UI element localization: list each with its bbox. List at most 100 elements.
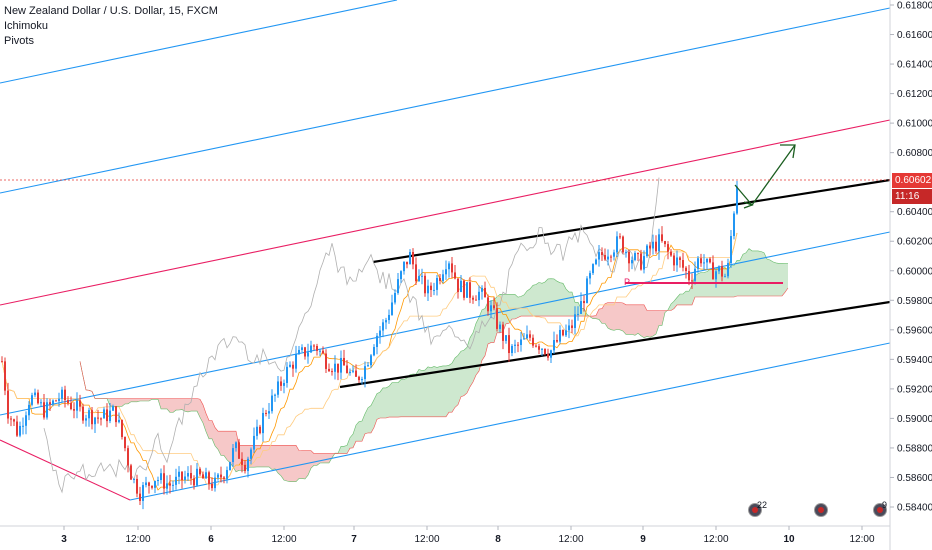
candle-body xyxy=(382,322,384,331)
candle-body xyxy=(436,278,438,290)
candle-body xyxy=(514,344,516,346)
candle-body xyxy=(241,458,243,465)
price-tick-label: 0.59400 xyxy=(897,355,932,366)
time-tick-label: 12:00 xyxy=(703,534,728,545)
candle-body xyxy=(544,348,546,355)
price-tick-label: 0.61200 xyxy=(897,89,932,100)
candle-body xyxy=(274,394,276,396)
event-count: 9 xyxy=(882,500,888,510)
candle-body xyxy=(388,314,390,321)
kumo-segment xyxy=(296,445,299,482)
kumo-segment xyxy=(425,366,428,417)
indicator-pivots[interactable]: Pivots xyxy=(4,35,34,47)
candle-body xyxy=(13,419,15,422)
kijun-line xyxy=(1,233,738,486)
kumo-segment xyxy=(134,398,137,402)
candle-body xyxy=(673,255,675,266)
candle-body xyxy=(505,335,507,341)
candle-body xyxy=(10,418,12,420)
channel-line-red xyxy=(0,439,131,501)
kumo-segment xyxy=(557,281,560,317)
candle-body xyxy=(448,263,450,270)
countdown-tag: 11:16 xyxy=(892,189,932,204)
event-flag-icon[interactable] xyxy=(873,503,887,517)
kumo-segment xyxy=(404,377,407,417)
candle-body xyxy=(556,340,558,342)
kumo-segment xyxy=(683,291,686,305)
candle-body xyxy=(292,364,294,369)
event-flag-icon[interactable] xyxy=(748,503,762,517)
candle-body xyxy=(181,471,183,481)
kumo-segment xyxy=(575,302,578,317)
kumo-segment xyxy=(437,366,440,417)
candle-body xyxy=(469,282,471,298)
candle-body xyxy=(85,418,87,421)
symbol-title[interactable]: New Zealand Dollar / U.S. Dollar, 15, FX… xyxy=(4,5,218,17)
candle-body xyxy=(49,402,51,405)
candle-body xyxy=(178,471,180,477)
candle-body xyxy=(571,325,573,328)
kumo-segment xyxy=(629,304,632,335)
candle-body xyxy=(376,335,378,348)
kumo-segment xyxy=(764,252,767,297)
kumo-segment xyxy=(428,366,431,417)
candle-body xyxy=(208,472,210,484)
kumo-segment xyxy=(395,382,398,418)
time-axis: 3 12:00 6 12:00 7 12:00 8 12:00 9 12:00 10 12:00 xyxy=(61,526,875,545)
candle-body xyxy=(259,426,261,434)
candle-body xyxy=(253,435,255,450)
time-tick-label: 12:00 xyxy=(125,534,150,545)
kumo-segment xyxy=(773,261,776,297)
candle-body xyxy=(517,344,519,346)
candle-body xyxy=(439,278,441,281)
kumo-segment xyxy=(644,304,647,338)
candle-body xyxy=(313,345,315,347)
kumo-segment xyxy=(656,310,659,334)
time-tick-label: 7 xyxy=(351,534,357,545)
candle-body xyxy=(184,476,186,481)
candle-body xyxy=(430,285,432,291)
time-tick-label: 9 xyxy=(640,534,646,545)
channel-line xyxy=(0,7,891,194)
candle-body xyxy=(373,347,375,356)
kumo-segment xyxy=(407,374,410,417)
kumo-segment xyxy=(359,421,362,442)
candle-body xyxy=(532,337,534,346)
candle-body xyxy=(508,335,510,354)
kumo-segment xyxy=(161,398,164,409)
kumo-segment xyxy=(365,407,368,434)
price-tick-label: 0.59200 xyxy=(897,384,932,395)
candle-body xyxy=(349,371,351,374)
candle-body xyxy=(43,402,45,418)
candle-body xyxy=(25,415,27,426)
current-price-tag: 0.60602 xyxy=(892,173,932,188)
candle-body xyxy=(295,354,297,369)
candle-body xyxy=(94,417,96,425)
candle-body xyxy=(358,376,360,381)
kumo-segment xyxy=(563,283,566,317)
candle-body xyxy=(646,245,648,257)
kumo-segment xyxy=(779,263,782,297)
kumo-segment xyxy=(323,453,326,463)
candle-body xyxy=(634,253,636,261)
kumo-segment xyxy=(311,450,314,469)
event-flag-icon[interactable] xyxy=(814,503,828,517)
candle-body xyxy=(97,417,99,419)
kumo-segment xyxy=(260,445,263,467)
candle-body xyxy=(91,410,93,425)
candle-body xyxy=(577,313,579,315)
candle-body xyxy=(397,279,399,293)
indicator-ichimoku[interactable]: Ichimoku xyxy=(4,20,49,32)
candles xyxy=(1,180,738,510)
kumo-segment xyxy=(572,292,575,317)
price-tick-label: 0.58800 xyxy=(897,443,932,454)
kumo-segment xyxy=(278,445,281,476)
kumo-segment xyxy=(317,453,320,466)
candle-body xyxy=(604,255,606,260)
candle-body xyxy=(460,280,462,293)
candle-body xyxy=(328,368,330,372)
candle-body xyxy=(262,412,264,434)
candle-body xyxy=(112,406,114,411)
